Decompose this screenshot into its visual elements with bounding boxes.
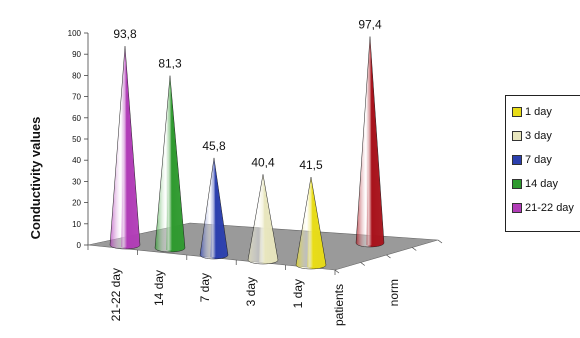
y-tick-label: 90	[72, 50, 81, 59]
legend-label: 3 day	[525, 130, 552, 142]
data-label: 40,4	[251, 155, 275, 169]
y-tick-label: 20	[72, 199, 81, 208]
legend-swatch	[512, 155, 522, 165]
category-label: norm	[387, 279, 401, 306]
legend-label: 1 day	[525, 106, 552, 118]
legend-label: 7 day	[525, 154, 552, 166]
cone-14-day	[154, 75, 186, 253]
legend-item: 14 day	[512, 176, 558, 192]
legend: 1 day 3 day 7 day 14 day 21-22 day	[505, 95, 580, 232]
z-tick-mark	[386, 254, 391, 259]
z-tick-mark	[360, 262, 365, 266]
group-label: patients	[332, 284, 346, 326]
legend-item: 7 day	[512, 152, 552, 168]
y-tick-label: 80	[72, 71, 81, 80]
category-label: 14 day	[152, 270, 166, 306]
legend-swatch	[512, 203, 522, 213]
y-tick-label: 100	[68, 29, 82, 38]
data-label: 93,8	[113, 27, 137, 41]
y-tick-label: 50	[72, 135, 81, 144]
z-tick-mark	[334, 269, 340, 274]
data-label: 97,4	[358, 18, 382, 32]
legend-swatch	[512, 131, 522, 141]
cone-21-22-day	[109, 46, 141, 250]
y-tick-label: 10	[72, 220, 81, 229]
category-label: 7 day	[198, 273, 212, 302]
y-axis-label: Conductivity values	[28, 117, 43, 240]
legend-label: 14 day	[525, 178, 559, 190]
legend-swatch	[512, 179, 522, 189]
cone-1-day	[295, 176, 327, 270]
legend-label: 21-22 day	[525, 202, 574, 214]
y-tick-label: 60	[72, 114, 81, 123]
data-label: 81,3	[158, 57, 182, 71]
category-label: 21-22 day	[109, 268, 123, 321]
data-label: 41,5	[299, 158, 323, 172]
z-tick-mark	[437, 239, 443, 244]
y-tick-label: 40	[72, 156, 81, 165]
cone-7-day	[199, 157, 229, 260]
category-label: 3 day	[244, 277, 258, 306]
legend-item: 1 day	[512, 104, 552, 120]
y-tick-label: 30	[72, 177, 81, 186]
legend-item: 3 day	[512, 128, 552, 144]
cone-norm	[355, 36, 385, 248]
y-tick-label: 0	[77, 241, 82, 250]
y-tick-label: 70	[72, 93, 81, 102]
cone-3-day	[247, 174, 279, 265]
z-tick-mark	[412, 247, 417, 251]
legend-item: 21-22 day	[512, 200, 574, 216]
category-label: 1 day	[291, 279, 305, 308]
data-label: 45,8	[202, 139, 226, 153]
legend-swatch	[512, 107, 522, 117]
